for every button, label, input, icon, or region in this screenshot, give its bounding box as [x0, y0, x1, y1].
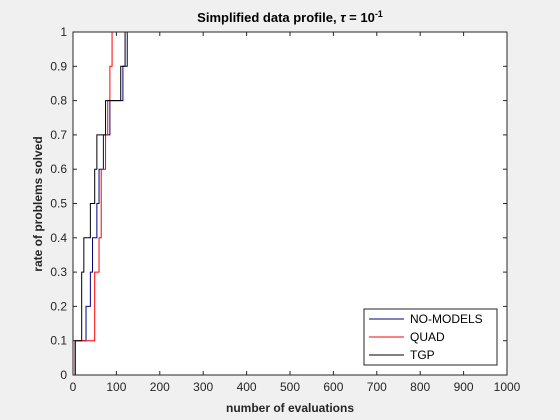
title-tau-symbol: τ: [340, 10, 346, 25]
series-line-tgp: [73, 31, 130, 376]
series-group: [73, 31, 130, 376]
x-tick-label: 800: [410, 380, 430, 394]
x-tick-label: 700: [367, 380, 387, 394]
y-tick-label: 0.6: [50, 162, 67, 176]
y-tick-label: 0: [60, 368, 67, 382]
legend-label-tgp: TGP: [410, 348, 435, 362]
y-tick-label: 0.8: [50, 94, 67, 108]
x-tick-label: 1000: [494, 380, 521, 394]
legend-label-no-models: NO-MODELS: [410, 312, 483, 326]
series-line-no-models: [73, 31, 130, 376]
y-tick-label: 0.3: [50, 265, 67, 279]
y-tick-label: 0.5: [50, 197, 67, 211]
y-tick-label: 0.7: [50, 128, 67, 142]
x-axis-label: number of evaluations: [226, 401, 354, 415]
title-prefix: Simplified data profile,: [197, 10, 340, 25]
y-tick-label: 1: [60, 25, 67, 39]
x-tick-label: 300: [193, 380, 213, 394]
y-tick-label: 0.9: [50, 59, 67, 73]
x-tick-label: 0: [70, 380, 77, 394]
y-tick-label: 0.4: [50, 231, 67, 245]
x-tick-label: 100: [106, 380, 126, 394]
chart-title: Simplified data profile, τ = 10-1: [197, 9, 383, 25]
x-tick-label: 500: [280, 380, 300, 394]
series-line-quad: [73, 31, 130, 376]
title-exponent: -1: [375, 9, 383, 19]
x-tick-label: 600: [323, 380, 343, 394]
legend-label-quad: QUAD: [410, 330, 445, 344]
x-tick-label: 200: [150, 380, 170, 394]
ticks-group: 0 100 200 300 400 500 600 700 800 900 1000 0 0.1 0.2 0…: [50, 25, 520, 394]
x-tick-label: 900: [454, 380, 474, 394]
y-axis-label: rate of problems solved: [31, 136, 45, 271]
y-tick-label: 0.2: [50, 299, 67, 313]
title-relation: = 10: [346, 10, 375, 25]
legend: NO-MODELS QUAD TGP: [363, 308, 498, 366]
x-tick-label: 400: [237, 380, 257, 394]
y-tick-label: 0.1: [50, 334, 67, 348]
